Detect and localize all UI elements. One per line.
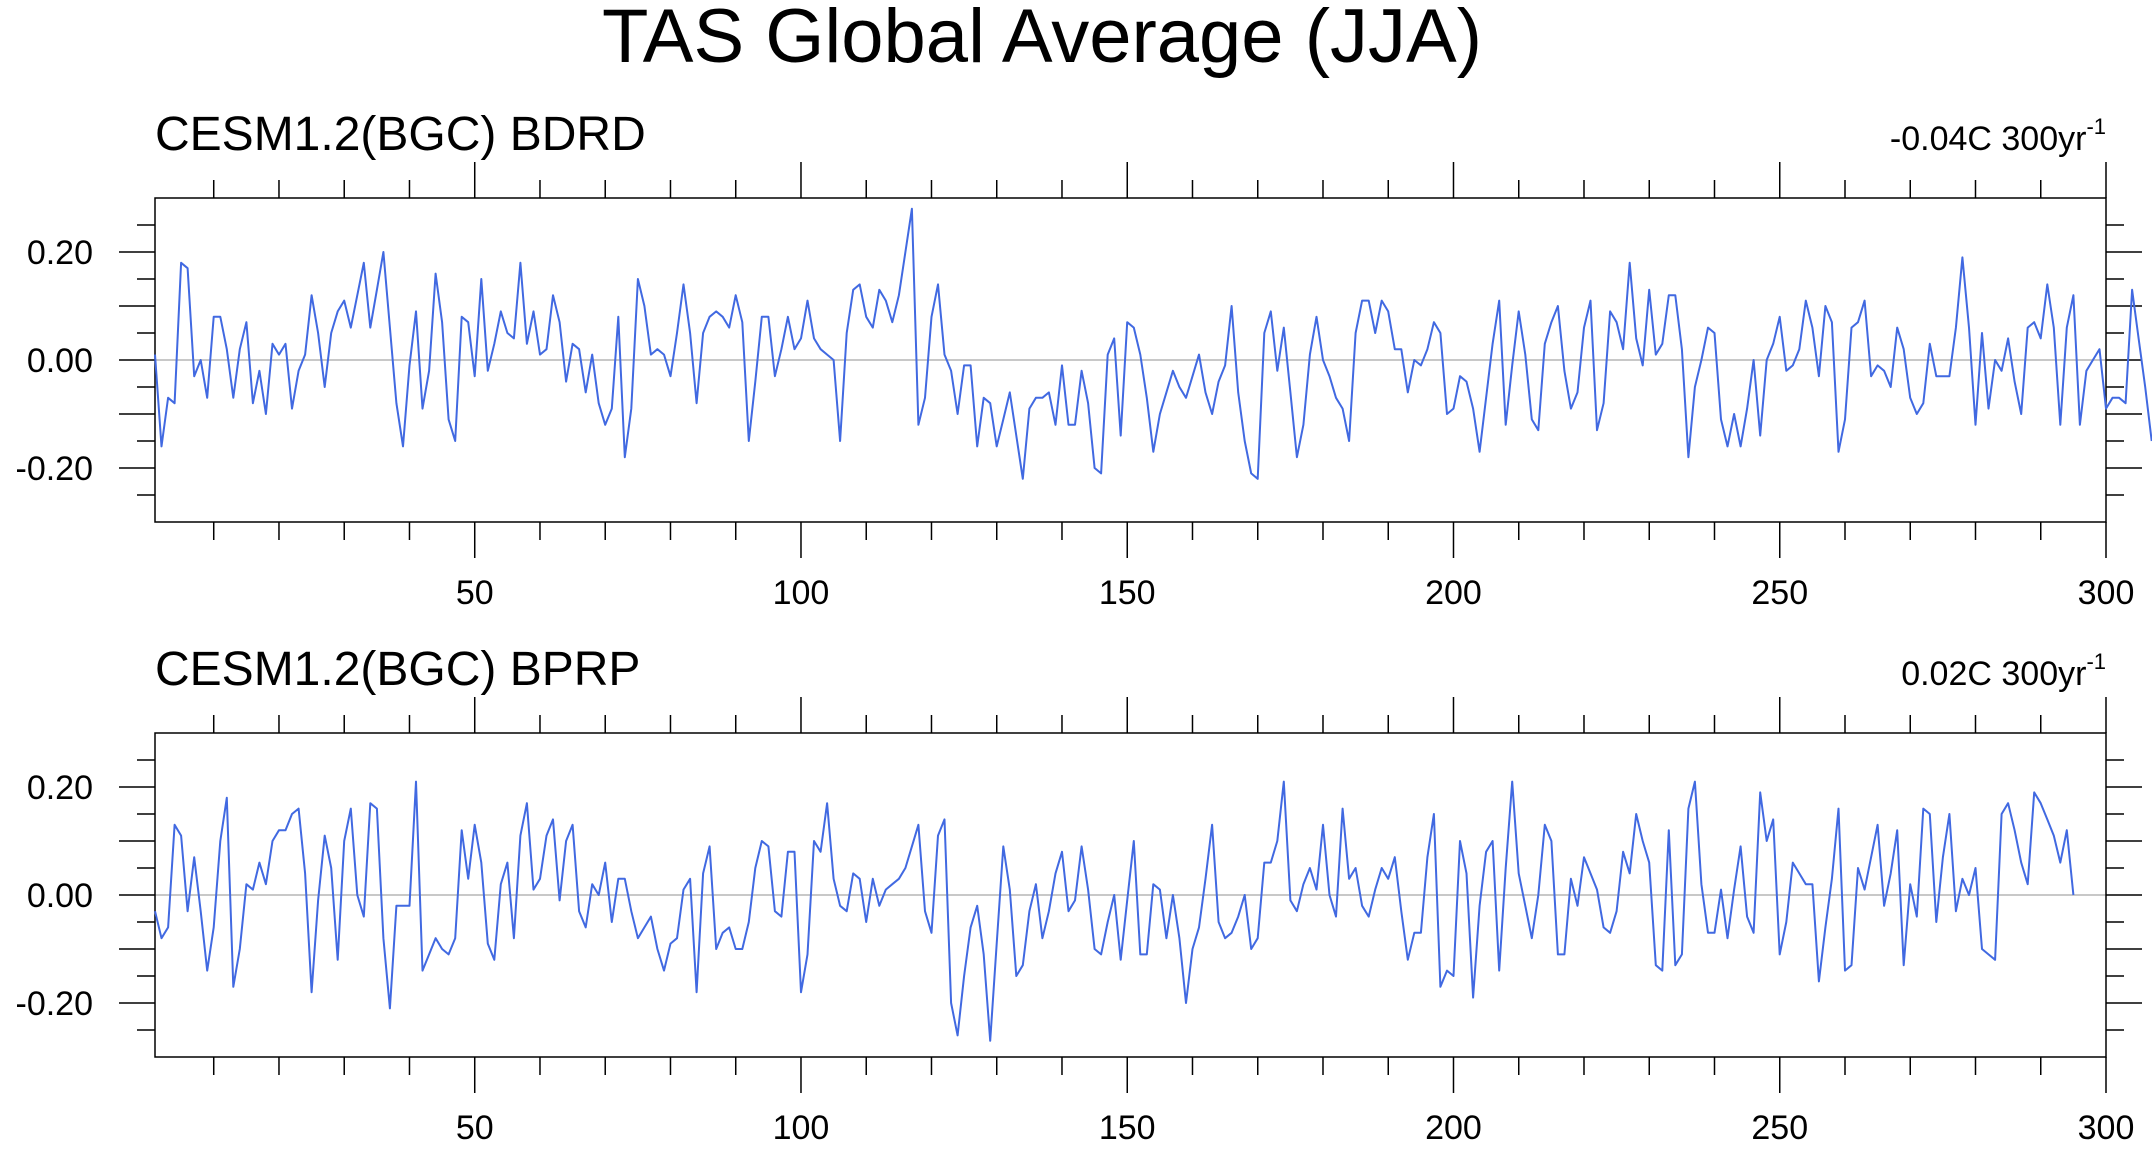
x-tick-label: 100 <box>773 574 830 612</box>
panel-title: CESM1.2(BGC) BPRP <box>155 643 640 696</box>
y-tick-label: -0.20 <box>16 450 94 488</box>
x-tick-label: 200 <box>1425 574 1482 612</box>
panel-bdrd: CESM1.2(BGC) BDRD -0.04C 300yr-1 50 100 150 2… <box>16 108 2152 612</box>
x-tick-label: 150 <box>1099 574 1156 612</box>
panel-title: CESM1.2(BGC) BDRD <box>155 108 646 161</box>
x-tick-label: 150 <box>1099 1109 1156 1147</box>
trend-label: 0.02C 300yr-1 <box>1901 649 2106 693</box>
x-tick-label: 100 <box>773 1109 830 1147</box>
y-tick-label: 0.20 <box>27 769 93 807</box>
x-tick-label: 300 <box>2078 574 2135 612</box>
data-series-line <box>154 780 2075 1042</box>
panel-bprp: CESM1.2(BGC) BPRP 0.02C 300yr-1 50 100 150 20… <box>16 643 2142 1147</box>
y-tick-label: 0.00 <box>27 877 93 915</box>
x-tick-label: 250 <box>1751 574 1808 612</box>
x-tick-label: 50 <box>456 574 494 612</box>
y-tick-label: 0.00 <box>27 342 93 380</box>
x-tick-label: 300 <box>2078 1109 2135 1147</box>
trend-label: -0.04C 300yr-1 <box>1890 114 2106 158</box>
x-tick-label: 50 <box>456 1109 494 1147</box>
y-tick-label: 0.20 <box>27 234 93 272</box>
x-tick-label: 200 <box>1425 1109 1482 1147</box>
y-tick-label: -0.20 <box>16 985 94 1023</box>
main-title: TAS Global Average (JJA) <box>602 0 1482 79</box>
data-series-line <box>154 207 2152 480</box>
x-tick-label: 250 <box>1751 1109 1808 1147</box>
